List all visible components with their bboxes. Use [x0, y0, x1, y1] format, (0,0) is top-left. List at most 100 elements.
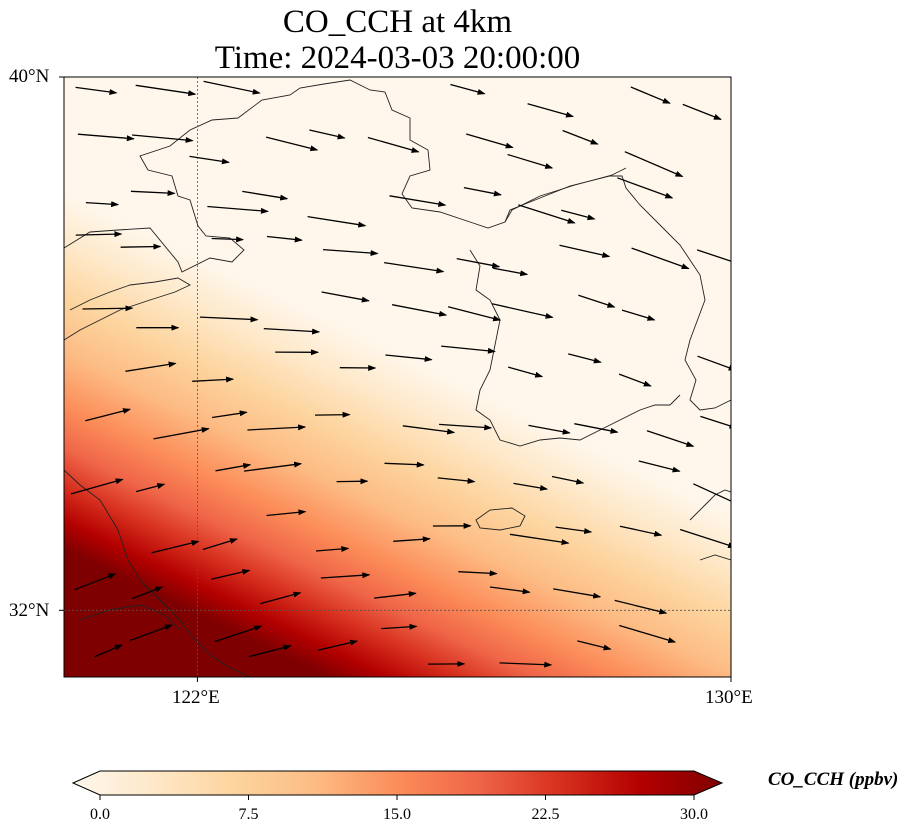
wind-arrow — [321, 291, 370, 303]
wind-arrow — [631, 247, 690, 270]
wind-arrow — [132, 134, 194, 143]
colorbar — [71, 770, 724, 800]
coastline-kyushu — [699, 554, 731, 561]
wind-arrow — [437, 477, 476, 484]
wind-arrow — [456, 257, 501, 269]
wind-arrow — [389, 195, 447, 207]
wind-arrow — [243, 461, 303, 472]
wind-arrow — [679, 528, 731, 548]
wind-arrow — [577, 640, 612, 651]
wind-arrow — [75, 86, 118, 95]
colorbar-gradient — [71, 770, 724, 796]
axis-ticks — [59, 76, 732, 682]
coastline-korea-bohai — [64, 79, 731, 411]
wind-arrow — [384, 261, 445, 274]
wind-arrow — [384, 461, 425, 468]
wind-arrow — [307, 215, 367, 228]
wind-arrow — [393, 536, 431, 543]
wind-arrow — [646, 430, 695, 447]
wind-arrow — [367, 136, 420, 153]
wind-arrow — [153, 427, 210, 440]
wind-arrow — [458, 570, 498, 577]
jeju-island — [475, 507, 526, 531]
coastline-yangtze — [79, 604, 181, 631]
wind-arrow — [568, 353, 602, 364]
wind-vectors — [70, 80, 731, 668]
coastline-japan — [689, 489, 731, 521]
wind-arrow — [555, 526, 593, 535]
border-line — [504, 167, 627, 223]
wind-arrow — [214, 625, 263, 643]
wind-arrow — [211, 569, 251, 580]
map-time-subtitle: Time: 2024-03-03 20:00:00 — [214, 40, 581, 76]
wind-arrow — [551, 475, 585, 485]
wind-arrow — [441, 345, 496, 354]
wind-arrow — [693, 483, 731, 502]
lat-label-32n: 32°N — [9, 600, 50, 621]
wind-arrow — [700, 415, 731, 429]
coastline-korea-west-south — [469, 249, 681, 447]
wind-arrow — [614, 599, 668, 615]
colorbar-label: CO_CCH (ppbv) — [768, 769, 899, 790]
wind-arrow — [385, 354, 433, 362]
wind-arrow — [618, 373, 652, 387]
wind-arrow — [212, 410, 248, 419]
wind-arrow — [527, 103, 574, 118]
wind-arrow — [309, 129, 346, 140]
wind-arrow — [314, 411, 351, 418]
wind-arrow — [317, 639, 359, 651]
wind-arrow — [130, 190, 176, 197]
wind-arrow — [696, 249, 731, 262]
wind-arrow — [391, 304, 448, 317]
map-frame — [63, 76, 732, 678]
wind-arrow — [697, 355, 731, 371]
wind-arrow — [82, 305, 134, 312]
wind-arrow — [507, 153, 554, 169]
wind-arrow — [638, 460, 681, 473]
wind-arrow — [248, 644, 292, 658]
colorbar-tick-label: 30.0 — [680, 806, 708, 823]
wind-arrow — [260, 591, 302, 605]
wind-arrow — [135, 483, 166, 493]
wind-arrow — [624, 151, 684, 178]
wind-arrow — [619, 624, 677, 643]
wind-arrow — [630, 86, 671, 104]
wind-arrow — [508, 366, 544, 378]
wind-arrow — [619, 525, 663, 537]
wind-arrow — [85, 201, 120, 208]
wind-arrow — [74, 573, 117, 591]
wind-arrow — [439, 423, 493, 431]
wind-arrow — [402, 425, 456, 435]
map-title: CO_CCH at 4km — [282, 4, 513, 40]
colorbar-tick-label: 7.5 — [238, 806, 259, 823]
wind-arrow — [215, 462, 252, 472]
wind-arrow — [94, 644, 123, 658]
wind-arrow — [559, 244, 611, 258]
wind-arrow — [621, 309, 656, 321]
wind-arrow — [263, 327, 321, 335]
wind-arrow — [85, 408, 131, 422]
wind-arrow — [578, 294, 616, 308]
wind-arrow — [120, 243, 162, 250]
wind-arrow — [682, 103, 722, 121]
wind-arrow — [192, 376, 235, 383]
coastlines — [64, 79, 731, 677]
wind-arrow — [125, 361, 177, 372]
wind-arrow — [466, 133, 514, 149]
wind-arrow — [381, 623, 418, 630]
concentration-field — [64, 77, 731, 677]
lon-label-130e: 130°E — [705, 687, 753, 708]
wind-arrow — [135, 84, 197, 97]
wind-arrow — [129, 624, 173, 642]
gridlines — [64, 77, 731, 677]
wind-arrow — [561, 209, 596, 221]
wind-arrow — [491, 303, 554, 319]
colorbar-tick-label: 0.0 — [90, 806, 110, 823]
wind-arrow — [450, 83, 486, 95]
wind-arrow — [189, 155, 230, 165]
wind-arrow — [266, 235, 303, 243]
wind-arrow — [528, 424, 571, 435]
wind-arrow — [489, 586, 531, 595]
wind-arrow — [199, 316, 259, 323]
